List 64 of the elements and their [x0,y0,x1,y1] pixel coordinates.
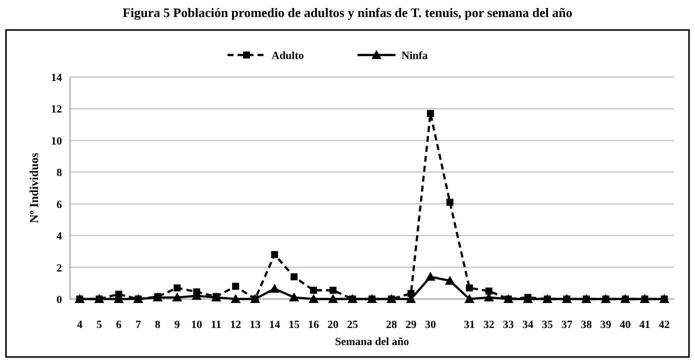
y-axis-title: Nº Individuos [27,152,41,224]
x-axis-title: Semana del año [335,336,410,348]
x-tick-label: 40 [620,319,632,331]
chart-title: Figura 5 Población promedio de adultos y ninfas de T. tenuis, por semana del año [122,5,572,20]
y-tick-label: 10 [51,135,62,148]
legend-label: Adulto [272,50,304,62]
x-tick-label: 29 [405,319,417,331]
point [330,286,337,294]
point [464,294,474,303]
point [271,251,278,258]
point [270,284,280,293]
point [407,290,414,297]
x-tick-label: 10 [191,319,203,331]
x-tick-label: 15 [288,319,300,331]
y-tick-label: 0 [56,294,62,306]
x-tick-label: 28 [386,319,398,331]
point [289,292,300,302]
point [485,288,492,295]
point [310,286,318,294]
x-tick-label: 39 [600,319,612,331]
x-tick-label: 13 [250,319,262,331]
x-tick-label: 35 [542,319,554,331]
x-tick-label: 20 [328,319,340,331]
x-tick-label: 14 [269,319,281,331]
x-tick-label: 32 [483,319,495,331]
point [174,284,181,292]
x-tick-label: 30 [424,319,436,331]
x-tick-label: 34 [522,319,534,331]
x-tick-label: 8 [154,319,161,331]
x-tick-label: 6 [116,319,122,331]
point [308,294,319,303]
point [232,282,240,290]
x-tick-label: 9 [174,319,180,331]
x-tick-label: 11 [210,319,222,331]
point [426,110,434,117]
x-tick-label: 41 [639,319,650,331]
point [193,288,200,296]
y-tick-label: 2 [56,262,62,274]
x-tick-label: 37 [561,319,573,331]
point [290,273,298,280]
point [230,294,241,303]
y-tick-label: 8 [56,167,62,180]
x-tick-label: 25 [347,319,359,331]
point [466,284,473,292]
point [328,294,338,303]
y-tick-label: 12 [51,104,62,116]
point [115,290,122,298]
x-tick-label: 4 [76,319,83,331]
x-tick-label: 7 [135,319,142,331]
x-tick-label: 42 [658,319,670,331]
x-tick-label: 31 [464,319,475,331]
point [444,276,455,285]
y-tick-label: 4 [56,230,62,243]
point [425,272,436,281]
legend-label: Ninfa [402,50,428,62]
y-tick-label: 6 [56,198,62,211]
x-tick-label: 5 [96,319,102,331]
x-tick-label: 33 [502,319,514,331]
point [172,292,182,302]
x-tick-label: 12 [230,319,242,331]
x-tick-label: 38 [580,319,592,331]
x-tick-label: 16 [308,319,320,331]
point [446,198,454,206]
y-tick-label: 14 [51,72,62,84]
